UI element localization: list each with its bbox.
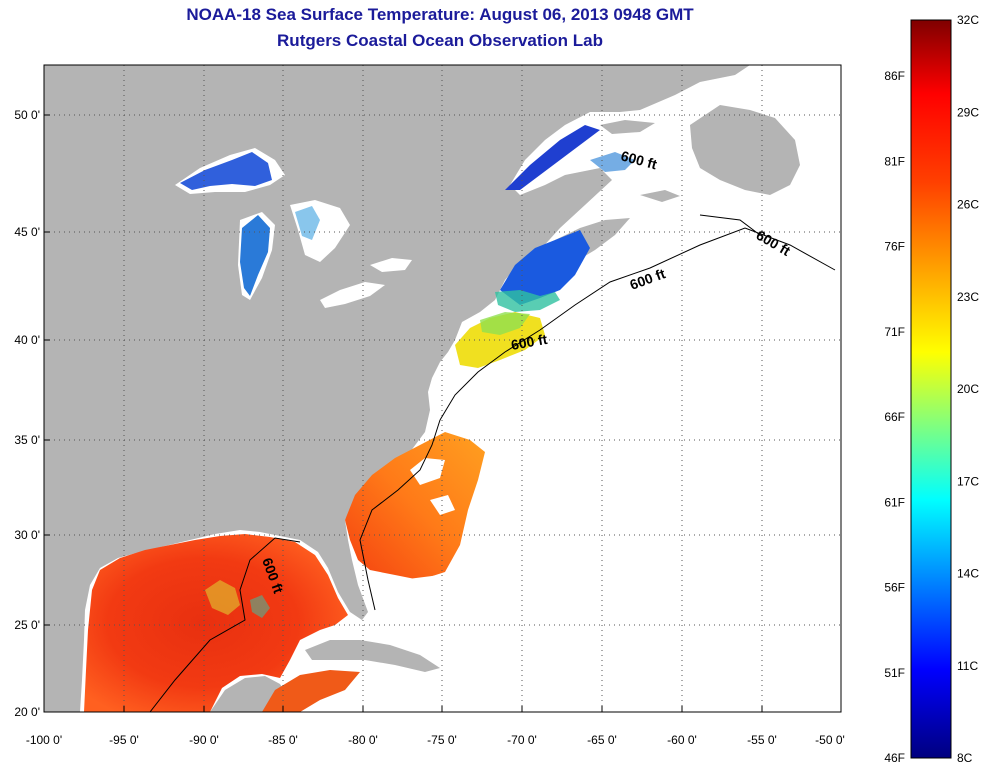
title-line-1: NOAA-18 Sea Surface Temperature: August … <box>186 5 694 24</box>
sst-southeast-coast <box>345 432 485 580</box>
land-cuba <box>305 640 440 672</box>
colorbar-celsius-label: 29C <box>957 105 979 119</box>
x-tick-label: -50 0' <box>815 733 845 747</box>
colorbar-fahrenheit-label: 71F <box>884 325 905 339</box>
sst-gulf-cool-patch <box>250 595 270 618</box>
colorbar-ramp <box>910 19 952 759</box>
x-tick-label: -95 0' <box>109 733 139 747</box>
colorbar-celsius-label: 26C <box>957 198 979 212</box>
y-axis: 20 0' 25 0' 30 0' 35 0' 40 0' 45 0' 50 0' <box>14 108 50 719</box>
y-tick-label: 35 0' <box>14 433 40 447</box>
y-tick-label: 25 0' <box>14 618 40 632</box>
y-tick-label: 45 0' <box>14 225 40 239</box>
sst-lake-superior <box>180 152 272 190</box>
contour-label-4: 600 ft <box>510 331 549 353</box>
land-newfoundland <box>690 105 800 195</box>
cloud-southeast <box>410 458 445 485</box>
y-tick-label: 30 0' <box>14 528 40 542</box>
y-tick-label: 50 0' <box>14 108 40 122</box>
x-tick-label: -70 0' <box>507 733 537 747</box>
x-tick-label: -100 0' <box>26 733 62 747</box>
x-tick-label: -80 0' <box>348 733 378 747</box>
map-plot-area: 600 ft 600 ft 600 ft 600 ft 600 ft -100 … <box>14 64 845 747</box>
sst-gulf-st-lawrence <box>590 152 635 172</box>
land-pei <box>640 190 680 202</box>
colorbar: 32C 29C 26C 23C 20C 17C 14C 11C 8C 86F 81F 76F 71F 6… <box>884 13 979 765</box>
x-tick-label: -55 0' <box>747 733 777 747</box>
colorbar-fahrenheit-label: 76F <box>884 240 905 254</box>
land-north-america <box>44 65 750 712</box>
x-axis: -100 0' -95 0' -90 0' -85 0' -80 0' -75 0' -70… <box>26 706 845 747</box>
colorbar-celsius-label: 14C <box>957 567 979 581</box>
colorbar-celsius-label: 32C <box>957 13 979 27</box>
y-tick-label: 20 0' <box>14 705 40 719</box>
sst-lake-huron <box>295 206 320 240</box>
x-tick-label: -75 0' <box>427 733 457 747</box>
colorbar-fahrenheit-label: 81F <box>884 154 905 168</box>
colorbar-celsius-label: 11C <box>957 659 978 673</box>
lake-erie <box>320 282 385 308</box>
land-anticosti <box>600 120 655 134</box>
sst-st-lawrence <box>505 125 600 190</box>
sst-gulf-of-maine-edge <box>495 290 560 312</box>
colorbar-fahrenheit-label: 56F <box>884 581 905 595</box>
colorbar-celsius-label: 8C <box>957 751 973 765</box>
sst-lake-michigan <box>240 215 270 296</box>
colorbar-fahrenheit-label: 61F <box>884 495 905 509</box>
x-tick-label: -65 0' <box>587 733 617 747</box>
sst-gulf-loop-eddy <box>205 580 240 615</box>
title-block: NOAA-18 Sea Surface Temperature: August … <box>40 2 840 54</box>
sst-gulf-of-mexico <box>84 534 348 712</box>
colorbar-fahrenheit-label: 46F <box>884 751 905 765</box>
colorbar-celsius-label: 20C <box>957 382 979 396</box>
colorbar-fahrenheit-label: 51F <box>884 666 905 680</box>
isobath-600ft <box>149 214 836 712</box>
lake-ontario <box>370 258 412 272</box>
x-tick-label: -60 0' <box>667 733 697 747</box>
x-tick-label: -85 0' <box>268 733 298 747</box>
colorbar-celsius-label: 23C <box>957 290 979 304</box>
y-tick-label: 40 0' <box>14 333 40 347</box>
sst-caribbean <box>262 670 360 712</box>
colorbar-fahrenheit-label: 86F <box>884 69 905 83</box>
title-line-2: Rutgers Coastal Ocean Observation Lab <box>277 31 603 50</box>
cloud-bahamas <box>395 575 460 620</box>
colorbar-fahrenheit-labels: 86F 81F 76F 71F 66F 61F 56F 51F 46F <box>884 69 905 765</box>
sst-gulf-of-maine <box>500 230 590 305</box>
colorbar-celsius-label: 17C <box>957 474 979 488</box>
colorbar-fahrenheit-label: 66F <box>884 410 905 424</box>
sst-mid-atlantic-green <box>480 312 530 335</box>
x-tick-label: -90 0' <box>189 733 219 747</box>
colorbar-celsius-labels: 32C 29C 26C 23C 20C 17C 14C 11C 8C <box>957 13 979 765</box>
